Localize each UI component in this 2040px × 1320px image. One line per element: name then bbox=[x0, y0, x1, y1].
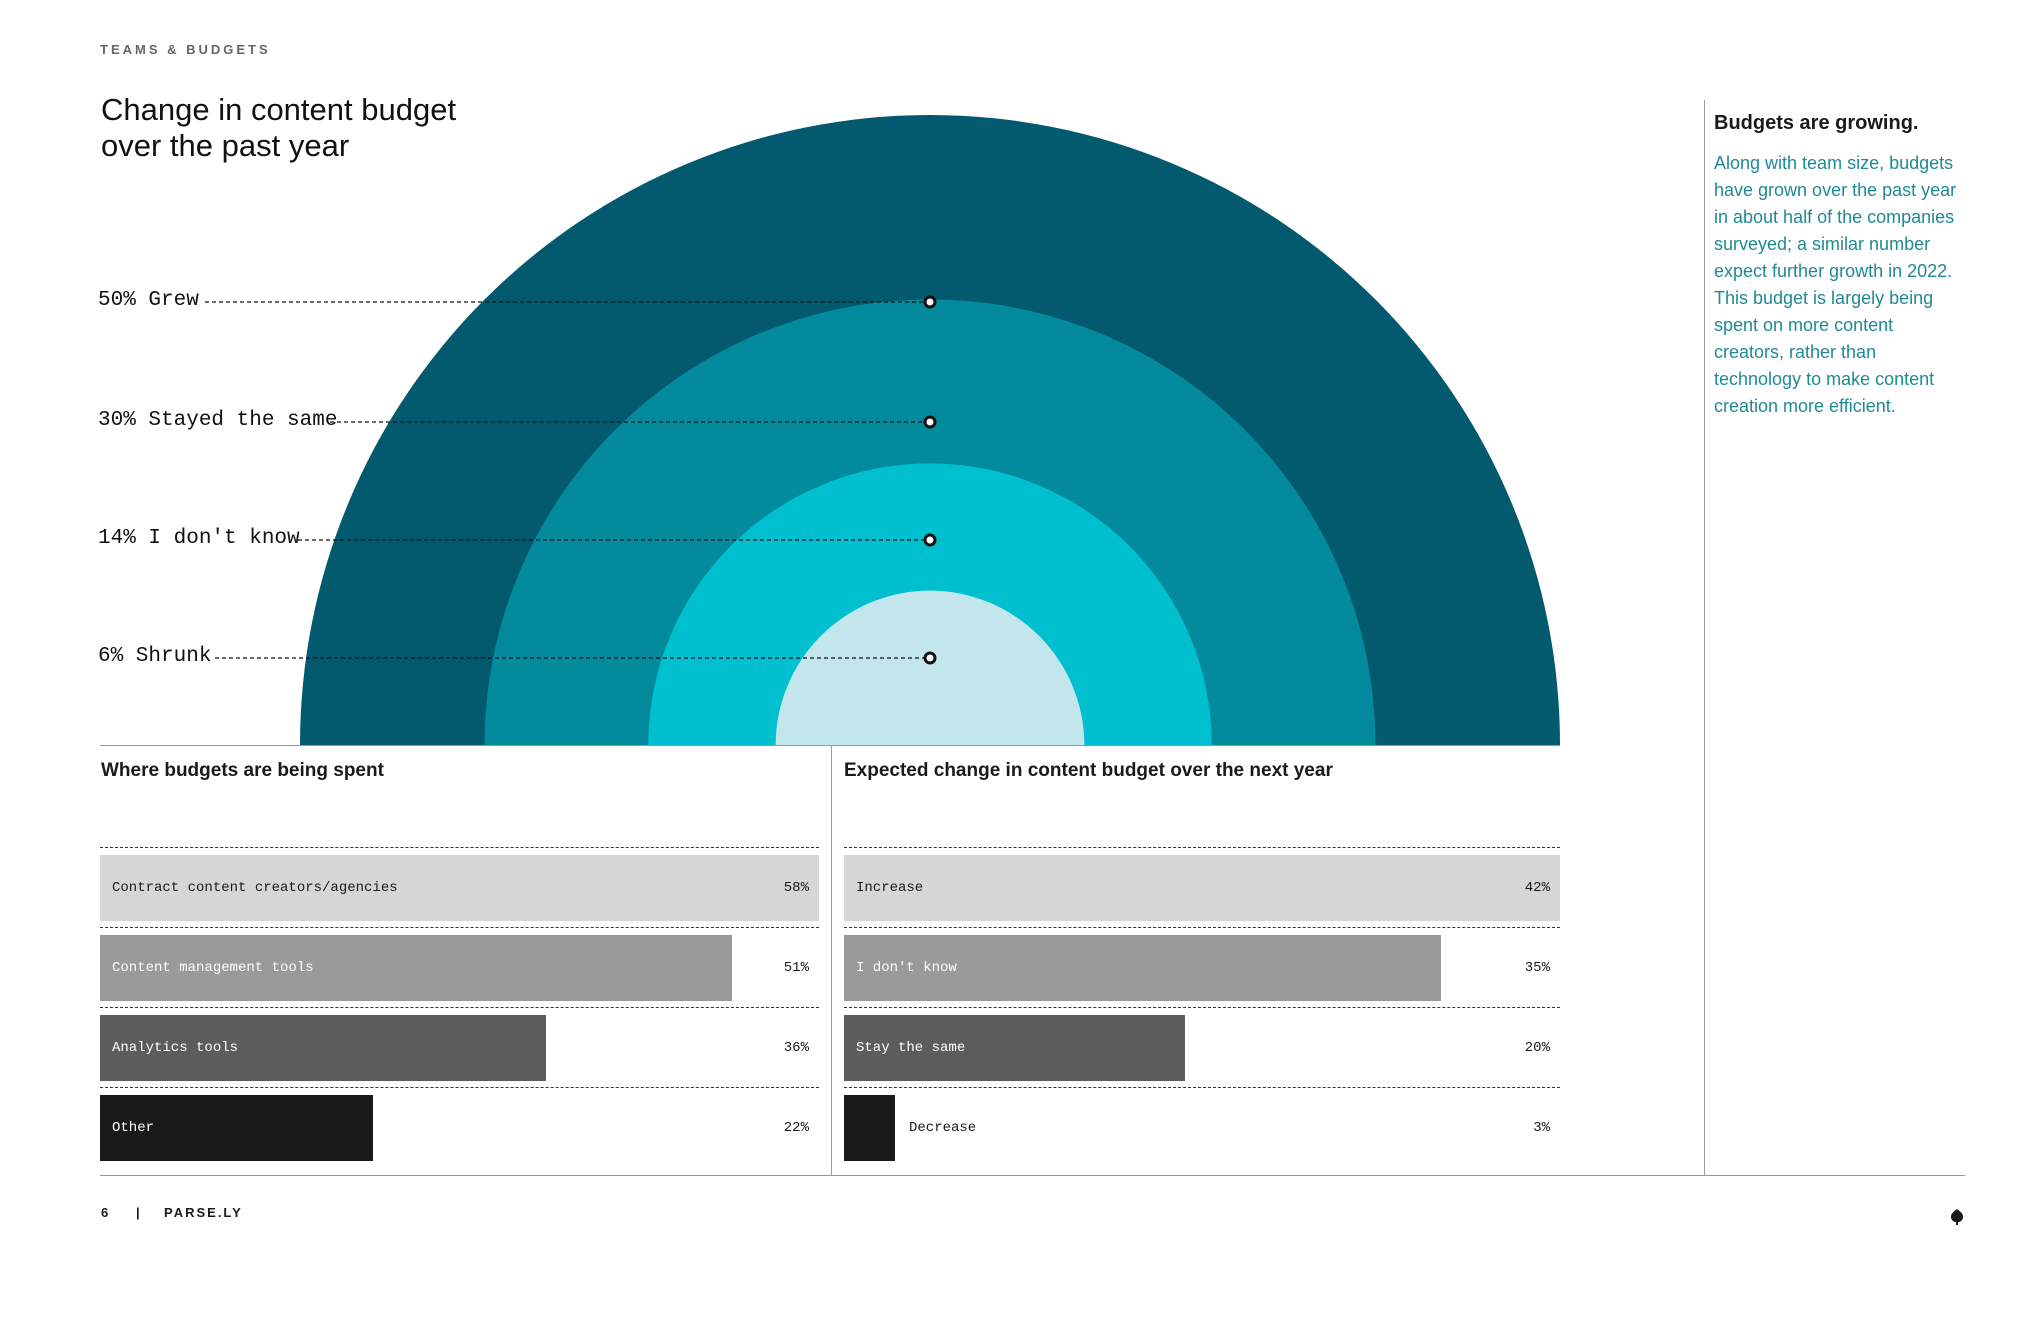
radial-label: 30% Stayed the same bbox=[98, 409, 338, 432]
panel-divider bbox=[831, 745, 832, 1175]
footer-separator: | bbox=[136, 1205, 142, 1220]
chart-baseline bbox=[100, 745, 1560, 746]
bar bbox=[844, 1015, 1185, 1081]
bar-label: Decrease bbox=[909, 1120, 977, 1136]
marker-dot bbox=[923, 651, 937, 665]
bar-value-label: 35% bbox=[1524, 960, 1550, 976]
bar-label: Content management tools bbox=[112, 960, 314, 976]
bar-value-label: 58% bbox=[783, 880, 809, 896]
ring-shrunk bbox=[775, 590, 1085, 745]
chart-title-line-1: Change in content budget bbox=[101, 92, 457, 127]
radial-budget-chart bbox=[205, 115, 1560, 745]
bar-label: Contract content creators/agencies bbox=[112, 880, 398, 896]
sidebar-divider bbox=[1704, 100, 1705, 1175]
row-divider bbox=[100, 847, 819, 848]
bar bbox=[844, 1095, 895, 1161]
bar-value-label: 3% bbox=[1533, 1120, 1550, 1136]
chart-title: Change in content budget over the past y… bbox=[101, 92, 601, 164]
bar-label: Other bbox=[112, 1120, 155, 1136]
row-divider bbox=[100, 927, 819, 928]
radial-label: 14% I don't know bbox=[98, 527, 300, 550]
parsely-leaf-icon bbox=[1950, 1209, 1964, 1225]
footer-brand: PARSE.LY bbox=[164, 1205, 243, 1220]
bar-label: I don't know bbox=[856, 960, 957, 976]
radial-label: 50% Grew bbox=[98, 289, 199, 312]
row-divider bbox=[844, 927, 1560, 928]
bar bbox=[100, 1095, 373, 1161]
marker-dot bbox=[923, 295, 937, 309]
row-divider bbox=[100, 1087, 819, 1088]
sidebar-body: Along with team size, budgets have grown… bbox=[1714, 153, 1957, 416]
section-label: TEAMS & BUDGETS bbox=[100, 42, 271, 57]
row-divider bbox=[844, 847, 1560, 848]
page-number: 6 bbox=[101, 1205, 111, 1220]
bar-label: Increase bbox=[856, 880, 924, 896]
spend-panel-title: Where budgets are being spent bbox=[101, 760, 384, 781]
bar bbox=[844, 855, 1560, 921]
expectation-panel-title: Expected change in content budget over t… bbox=[844, 760, 1333, 781]
bar bbox=[100, 935, 732, 1001]
bar bbox=[844, 935, 1441, 1001]
radial-label: 6% Shrunk bbox=[98, 645, 212, 668]
marker-dot bbox=[923, 415, 937, 429]
marker-dot bbox=[923, 533, 937, 547]
bar bbox=[100, 1015, 546, 1081]
sidebar-heading: Budgets are growing. bbox=[1714, 112, 1919, 134]
footer-rule bbox=[100, 1175, 1965, 1176]
bar-value-label: 20% bbox=[1524, 1040, 1550, 1056]
bar-label: Analytics tools bbox=[112, 1040, 239, 1056]
bar-value-label: 51% bbox=[783, 960, 809, 976]
bar bbox=[100, 855, 819, 921]
row-divider bbox=[100, 1007, 819, 1008]
chart-title-line-2: over the past year bbox=[101, 128, 350, 163]
bar-label: Stay the same bbox=[856, 1040, 966, 1056]
row-divider bbox=[844, 1087, 1560, 1088]
row-divider bbox=[844, 1007, 1560, 1008]
bar-value-label: 22% bbox=[783, 1120, 809, 1136]
bar-value-label: 42% bbox=[1524, 880, 1550, 896]
bar-value-label: 36% bbox=[783, 1040, 809, 1056]
